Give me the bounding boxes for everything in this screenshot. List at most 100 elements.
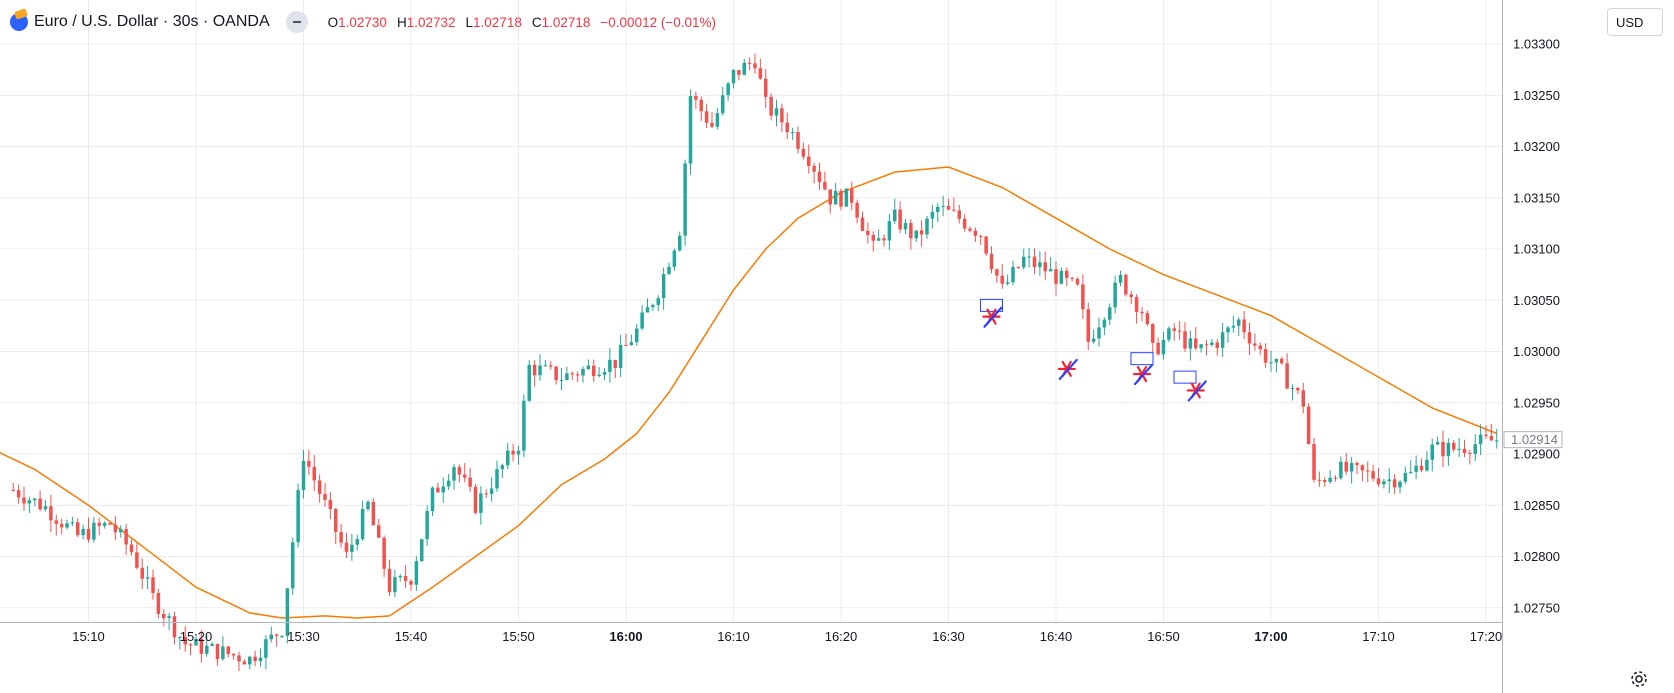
candle-body: [1403, 472, 1408, 482]
star-marker: [982, 306, 1003, 328]
hide-legend-button[interactable]: [285, 11, 308, 33]
candle-body: [264, 639, 268, 658]
candle-body: [269, 634, 273, 640]
star-slash: [983, 306, 1003, 328]
candle-body: [592, 365, 596, 377]
candle-body: [355, 539, 359, 545]
candle-body: [199, 638, 204, 654]
candle-body: [774, 108, 779, 116]
candle-body: [1371, 471, 1375, 479]
candle-body: [301, 461, 306, 491]
candle-body: [1172, 328, 1176, 331]
annotation-box: [980, 298, 1003, 312]
candle-body: [764, 78, 768, 97]
candle-body: [27, 500, 32, 504]
settings-gear-icon[interactable]: [1629, 669, 1649, 689]
candle-body: [780, 108, 784, 123]
candle-body: [1204, 344, 1209, 346]
candle-body: [403, 576, 408, 582]
candle-body: [979, 235, 983, 237]
candle-body: [1398, 481, 1402, 488]
candle-body: [715, 113, 720, 127]
candle-body: [135, 552, 139, 568]
axes-layer: 15:10 15:20 15:30 15:40 15:50 16:00 16:10 16:20…: [0, 0, 1563, 693]
candle-body: [344, 542, 349, 552]
candle-body: [919, 230, 924, 235]
candle-body: [463, 474, 467, 478]
candle-body: [1226, 327, 1230, 333]
candle-body: [1414, 465, 1418, 472]
candle-body: [850, 188, 854, 203]
candle-body: [511, 450, 515, 455]
candle-body: [371, 501, 376, 526]
candle-body: [360, 509, 365, 540]
candle-body: [38, 498, 42, 510]
candle-body: [81, 528, 85, 536]
last-price-box: [1503, 431, 1563, 449]
candle-body: [291, 542, 295, 589]
candle-body: [1478, 434, 1483, 445]
candle-body: [817, 171, 822, 183]
annotations-layer: [980, 298, 1207, 402]
candle-body: [882, 238, 886, 241]
candle-body: [479, 493, 483, 513]
candle-body: [1065, 270, 1069, 278]
candle-body: [807, 156, 811, 166]
symbol-title[interactable]: Euro / U.S. Dollar · 30s · OANDA: [34, 13, 270, 30]
candle-body: [1048, 269, 1053, 272]
candle-body: [274, 634, 279, 636]
currency-button[interactable]: USD: [1607, 8, 1663, 36]
candle-body: [1441, 441, 1445, 457]
candle-body: [54, 520, 58, 524]
candle-body: [22, 497, 26, 504]
candle-body: [33, 498, 37, 501]
candle-body: [1382, 481, 1386, 485]
candle-body: [936, 206, 940, 212]
candle-body: [661, 274, 666, 299]
candle-body: [651, 304, 655, 308]
candle-body: [76, 522, 80, 536]
candle-body: [833, 190, 838, 205]
candle-body: [296, 490, 300, 543]
candle-body: [500, 465, 505, 470]
candle-body: [16, 490, 21, 498]
candle-body: [65, 523, 69, 528]
star-slash: [1187, 380, 1207, 402]
candle-body: [119, 529, 123, 533]
candle-body: [855, 202, 859, 218]
low-value: 1.02718: [473, 14, 522, 30]
candle-body: [1097, 327, 1101, 339]
candle-body: [97, 522, 101, 526]
candle-body: [565, 373, 569, 380]
candle-body: [559, 379, 564, 381]
candle-body: [887, 221, 892, 241]
candle-body: [683, 163, 687, 236]
candle-body: [844, 188, 849, 207]
candle-body: [532, 364, 537, 376]
low-key: L: [465, 14, 474, 30]
candle-body: [1392, 479, 1397, 488]
candle-body: [796, 132, 800, 149]
candle-body: [742, 62, 746, 75]
y-tick-label: 1.03200: [1513, 139, 1560, 154]
candle-body: [1043, 262, 1047, 272]
candle-body: [1156, 342, 1160, 355]
candle-body: [1457, 448, 1461, 450]
candle-body: [538, 365, 542, 376]
candle-body: [124, 529, 128, 545]
candle-body: [183, 637, 187, 645]
annotation-box: [1173, 370, 1197, 384]
candle-body: [1296, 387, 1300, 391]
candle-body: [1306, 406, 1311, 444]
change-value: −0.00012 (−0.01%): [600, 14, 716, 30]
high-key: H: [396, 14, 407, 30]
y-tick-label: 1.02800: [1513, 549, 1560, 564]
candle-body: [210, 643, 214, 646]
candle-body: [377, 525, 381, 538]
candle-body: [1258, 345, 1262, 350]
candle-body: [1210, 342, 1214, 345]
symbol-legend: Euro / U.S. Dollar · 30s · OANDA O1.0273…: [10, 10, 716, 34]
candle-body: [1376, 478, 1381, 485]
candle-body: [1070, 277, 1074, 279]
